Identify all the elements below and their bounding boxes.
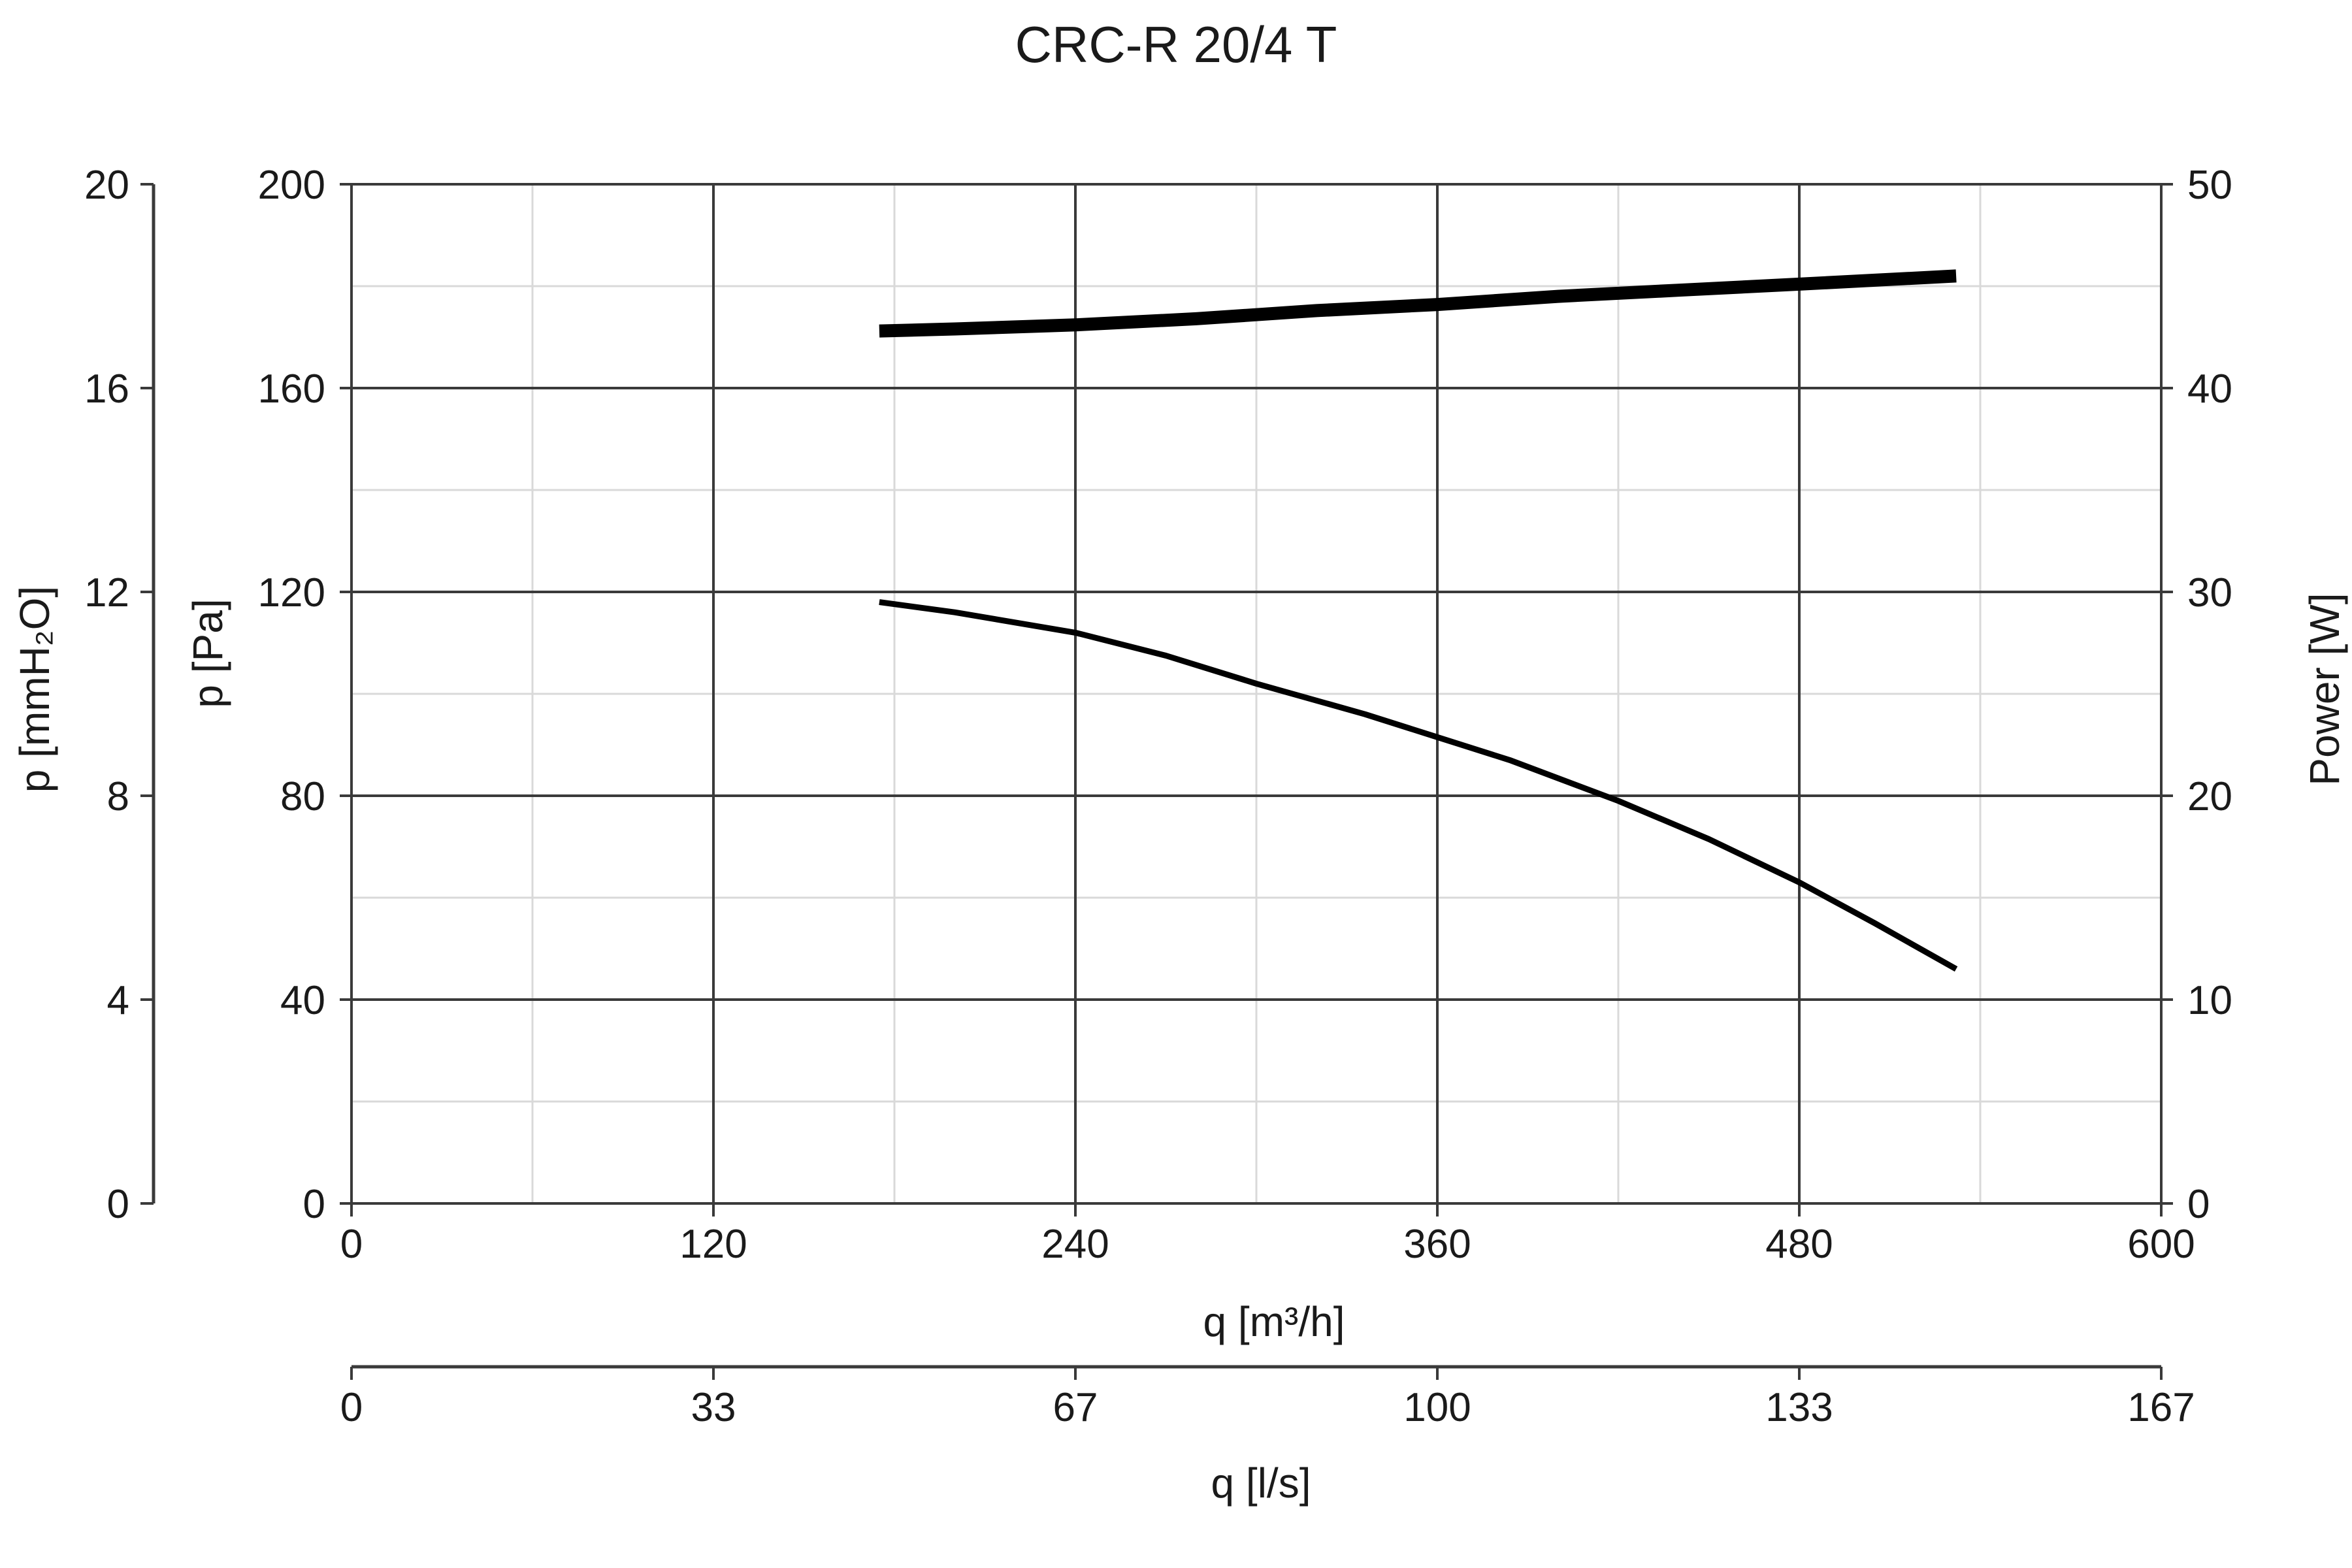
x2-tick-label: 0: [340, 1385, 363, 1430]
x2-tick-label: 133: [1765, 1385, 1833, 1430]
x-tick-label: 480: [1765, 1222, 1833, 1267]
x-tick-label: 240: [1041, 1222, 1109, 1267]
x-tick-label: 0: [340, 1222, 363, 1267]
y2-tick-label: 40: [2187, 367, 2232, 412]
x2-axis-label: q [l/s]: [1211, 1460, 1311, 1507]
y2-tick-label: 30: [2187, 570, 2232, 615]
y-mmh2o-tick-label: 0: [107, 1182, 129, 1227]
x2-tick-label: 33: [691, 1385, 736, 1430]
x-tick-label: 120: [679, 1222, 747, 1267]
chart-title: CRC-R 20/4 T: [1015, 16, 1337, 73]
pressure-curve: [879, 599, 1958, 972]
y-mmh2o-tick-label: 16: [84, 367, 129, 412]
y2-tick-label: 0: [2187, 1182, 2210, 1227]
y-tick-label: 40: [280, 978, 325, 1023]
y-axis-label-pa: p [Pa]: [184, 598, 231, 708]
y2-axis-label-power: Power [W]: [2301, 593, 2348, 785]
y-mmh2o-tick-label: 12: [84, 570, 129, 615]
x-axis-label: q [m³/h]: [1203, 1298, 1345, 1345]
y-mmh2o-tick-label: 4: [107, 978, 129, 1023]
y-tick-label: 200: [258, 163, 325, 208]
x2-tick-label: 100: [1403, 1385, 1471, 1430]
y-mmh2o-tick-label: 8: [107, 774, 129, 819]
y-tick-label: 120: [258, 570, 325, 615]
y2-tick-label: 50: [2187, 163, 2232, 208]
y-tick-label: 80: [280, 774, 325, 819]
y-axis-label-mmh2o: p [mmH₂O]: [11, 586, 58, 792]
y-tick-label: 160: [258, 367, 325, 412]
x2-tick-label: 67: [1053, 1385, 1098, 1430]
grid: [351, 184, 2161, 1203]
x-tick-label: 360: [1403, 1222, 1471, 1267]
power-curve: [879, 269, 1957, 338]
y-tick-label: 0: [303, 1182, 325, 1227]
y2-tick-label: 20: [2187, 774, 2232, 819]
series-group: [879, 269, 1958, 972]
x-tick-label: 600: [2127, 1222, 2195, 1267]
y2-tick-label: 10: [2187, 978, 2232, 1023]
x2-tick-label: 167: [2127, 1385, 2195, 1430]
y-mmh2o-tick-label: 20: [84, 163, 129, 208]
